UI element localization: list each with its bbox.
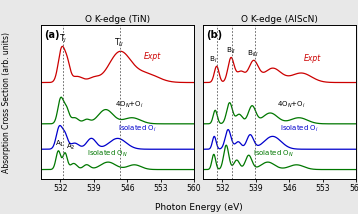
Text: Isolated O$_i$: Isolated O$_i$ xyxy=(280,124,319,134)
Title: O K-edge (TiN): O K-edge (TiN) xyxy=(85,15,150,24)
Text: T$_{II}$: T$_{II}$ xyxy=(114,37,124,49)
Text: (b): (b) xyxy=(206,30,222,40)
Text: 4O$_N$+O$_i$: 4O$_N$+O$_i$ xyxy=(277,100,306,110)
Title: O K-edge (AlScN): O K-edge (AlScN) xyxy=(241,15,318,24)
Text: A$_2$: A$_2$ xyxy=(66,142,75,152)
Text: T$_I$: T$_I$ xyxy=(59,32,67,45)
Text: Absorption Cross Section (arb. units): Absorption Cross Section (arb. units) xyxy=(2,32,11,173)
Text: Isolated O$_N$: Isolated O$_N$ xyxy=(253,149,295,159)
Text: B$_I$: B$_I$ xyxy=(209,55,217,65)
Text: Isolated O$_N$: Isolated O$_N$ xyxy=(87,149,127,159)
Text: A$_1$: A$_1$ xyxy=(54,139,64,149)
Text: 4O$_N$+O$_i$: 4O$_N$+O$_i$ xyxy=(115,100,144,110)
Text: (a): (a) xyxy=(44,30,59,40)
Text: B$_{III}$: B$_{III}$ xyxy=(247,49,258,59)
Text: B$_{II}$: B$_{II}$ xyxy=(226,46,236,56)
Text: Photon Energy (eV): Photon Energy (eV) xyxy=(155,203,243,212)
Text: Expt: Expt xyxy=(304,54,321,63)
Text: Expt: Expt xyxy=(144,52,161,61)
Text: Isolated O$_i$: Isolated O$_i$ xyxy=(118,124,156,134)
